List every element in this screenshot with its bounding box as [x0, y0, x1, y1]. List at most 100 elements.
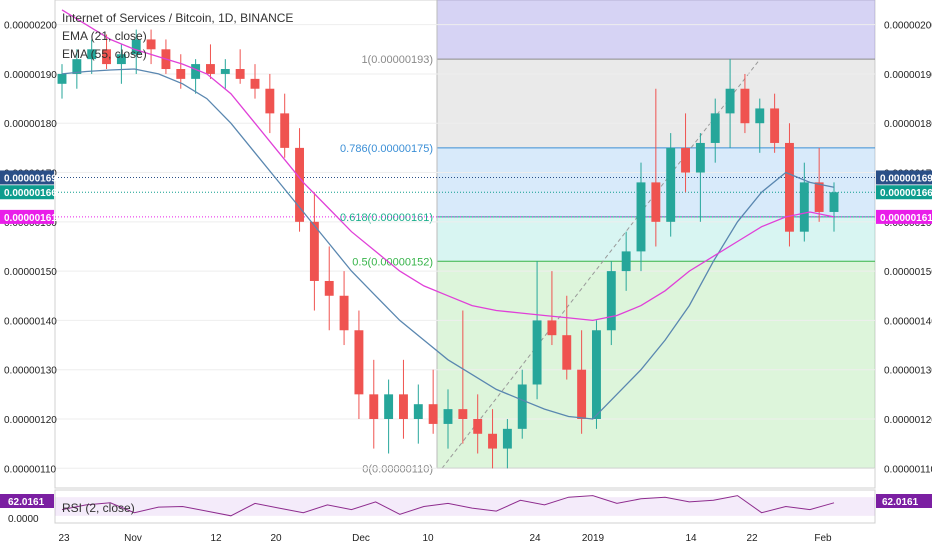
candle-body: [413, 404, 423, 419]
chart-title: Internet of Services / Bitcoin, 1D, BINA…: [62, 11, 293, 25]
rsi-pane-frame: [54, 489, 876, 524]
price-badge-right: [876, 185, 932, 200]
rsi-badge-right: [876, 494, 932, 508]
candle-body: [116, 54, 126, 65]
ema21-line: [61, 68, 835, 420]
time-tick: 2019: [582, 533, 605, 544]
candle-body: [814, 182, 824, 212]
candle-body: [547, 320, 557, 336]
price-badge-right: [876, 170, 932, 185]
price-tick-left: 0.00000120: [4, 415, 57, 426]
candle-body: [324, 280, 334, 296]
candle-body: [131, 39, 141, 55]
ema55-legend[interactable]: EMA (55, close): [62, 47, 147, 61]
candle-body: [829, 192, 839, 212]
candle-body: [458, 409, 468, 419]
price-badge-left: [0, 209, 54, 224]
candle-body: [339, 295, 349, 331]
candle-body: [206, 64, 215, 74]
ema-lines: [61, 9, 835, 420]
price-axis-left[interactable]: 0.000002000.000001900.000001800.00000170…: [0, 21, 57, 476]
candle-body: [695, 142, 705, 173]
candle-body: [384, 394, 394, 419]
rsi-legend[interactable]: RSI (2, close): [62, 501, 135, 515]
candle-body: [725, 88, 735, 114]
candle-body: [651, 182, 661, 222]
price-badge-left-text: 0.00000169: [4, 173, 57, 184]
candle-body: [517, 384, 527, 429]
candle-body: [235, 69, 245, 79]
price-tick-right: 0.00000110: [884, 464, 932, 475]
fib-trend-line: [441, 58, 761, 469]
time-tick: 12: [210, 533, 222, 544]
candle-body: [577, 369, 587, 419]
candle-body: [666, 147, 676, 222]
candle-body: [532, 320, 542, 385]
price-badge-right-text: 0.00000169: [880, 173, 932, 184]
price-badge-right: [876, 209, 932, 224]
price-tick-left: 0.00000130: [4, 366, 57, 377]
candle-body: [799, 182, 809, 232]
candle-body: [250, 78, 260, 89]
time-tick: Nov: [124, 533, 142, 544]
price-tick-right: 0.00000120: [884, 415, 932, 426]
candle-body: [681, 147, 690, 173]
price-tick-right: 0.00000150: [884, 267, 932, 278]
ema21-legend[interactable]: EMA (21, close): [62, 29, 147, 43]
candle-body: [770, 108, 780, 143]
price-axis-right[interactable]: 0.000002000.000001900.000001800.00000170…: [876, 21, 932, 476]
fib-level-label: 0.618(0.00000161): [340, 212, 433, 224]
time-tick: 24: [529, 533, 541, 544]
price-badge-left-text: 0.00000161: [4, 213, 57, 224]
time-tick: 22: [746, 533, 758, 544]
rsi-pane: 62.0161 62.0161 0.0000: [0, 494, 932, 525]
candle-body: [473, 418, 483, 434]
candle-body: [710, 113, 720, 143]
price-tick-right: 0.00000190: [884, 70, 932, 81]
fib-band: [437, 261, 875, 469]
candle-body: [280, 113, 290, 148]
candle-body: [592, 330, 601, 419]
rsi-line: [61, 495, 835, 517]
price-tick-left: 0.00000110: [4, 464, 57, 475]
fib-level-label: 0(0.00000110): [362, 463, 433, 475]
candle-body: [636, 182, 646, 252]
candle-body: [755, 108, 765, 124]
price-tick-right: 0.00000130: [884, 366, 932, 377]
price-tick-left: 0.00000140: [4, 316, 57, 327]
price-badge-left: [0, 185, 54, 200]
price-tick-right: 0.00000180: [884, 119, 932, 130]
candle-body: [220, 69, 230, 74]
candle-body: [309, 221, 319, 281]
candle-body: [354, 330, 364, 395]
price-tick-left: 0.00000180: [4, 119, 57, 130]
price-tick-left: 0.00000190: [4, 70, 57, 81]
price-tick-right: 0.00000140: [884, 316, 932, 327]
price-tick-left: 0.00000150: [4, 267, 57, 278]
candle-body: [443, 409, 453, 424]
candle-body: [57, 73, 67, 84]
candlestick-series: [57, 29, 839, 469]
candle-body: [740, 88, 750, 124]
ema55-line: [61, 9, 835, 322]
time-axis[interactable]: 23 Nov 12 20 Dec 10 24 2019 14 22 Feb: [58, 533, 832, 544]
candle-body: [562, 335, 572, 370]
candle-body: [146, 39, 156, 50]
candle-body: [621, 251, 631, 272]
time-tick: 20: [270, 533, 282, 544]
candle-body: [102, 49, 111, 65]
price-badge-right-text: 0.00000161: [880, 213, 932, 224]
price-tick-left: 0.00000200: [4, 21, 57, 32]
candle-body: [176, 69, 186, 79]
main-pane-frame: [54, 0, 876, 489]
price-badge-left-text: 0.00000166: [4, 188, 57, 199]
candle-body: [369, 394, 379, 419]
candle-body: [265, 88, 275, 114]
candle-body: [191, 64, 201, 79]
time-tick: 14: [685, 533, 697, 544]
candle-body: [295, 147, 304, 222]
fib-level-label: 0.786(0.00000175): [340, 143, 433, 155]
candle-body: [72, 59, 82, 74]
